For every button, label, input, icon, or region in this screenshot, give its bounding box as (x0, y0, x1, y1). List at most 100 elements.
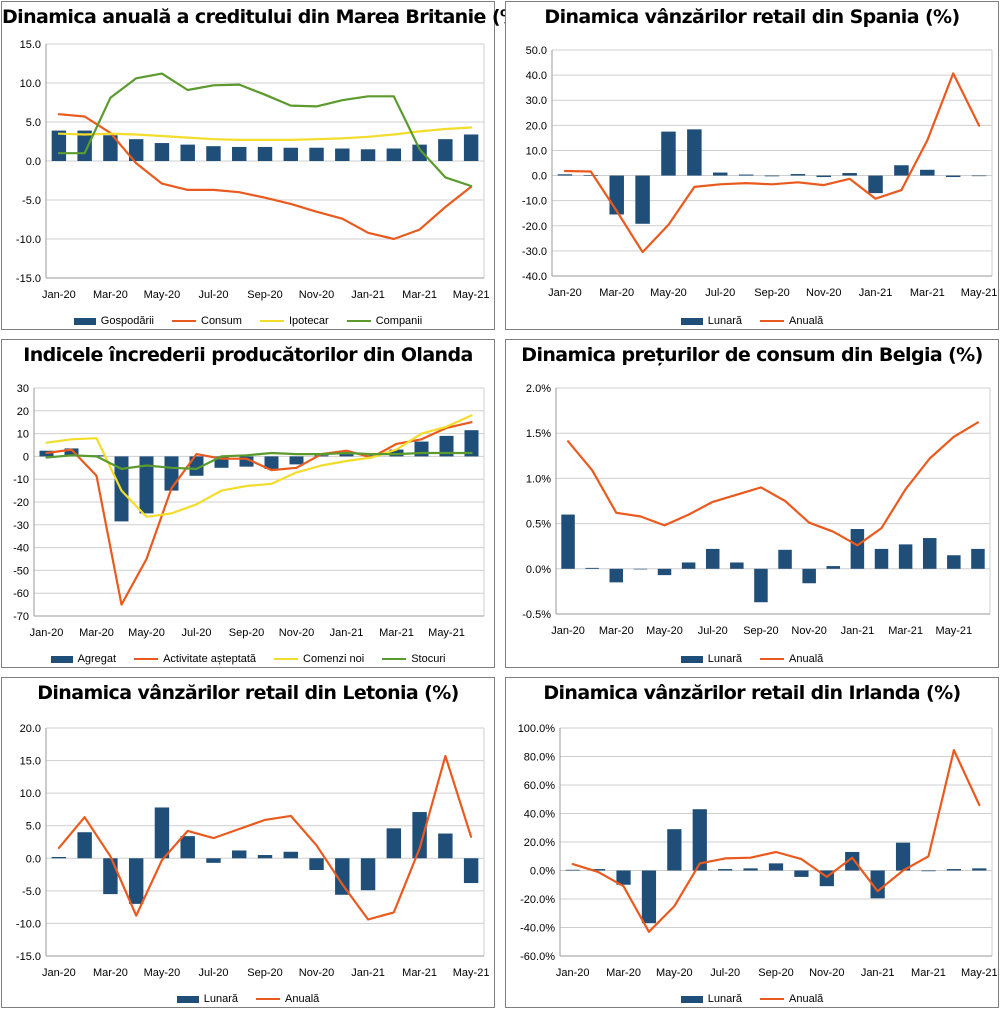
bar (360, 858, 376, 891)
x-tick-label: Mar-20 (606, 967, 641, 979)
legend-label: Anuală (285, 993, 320, 1005)
bar (609, 568, 624, 583)
bar (439, 435, 454, 457)
y-tick-label: 10.0 (20, 788, 41, 800)
x-tick-label: Jan-20 (551, 625, 585, 637)
bar (360, 149, 376, 161)
legend-bar-swatch (680, 655, 703, 663)
chart-plot: -15.0 -10.0 -5.0 0.0 5.0 10.0 15.0 20.0 Jan-20 Ma… (16, 723, 490, 979)
bar (283, 147, 298, 161)
bar (206, 146, 221, 161)
y-tick-label: 30 (17, 383, 29, 395)
y-tick-label: 0.0% (530, 866, 555, 878)
legend-bar-swatch (680, 317, 703, 325)
bar (971, 175, 987, 177)
x-tick-label: Jan-20 (548, 287, 582, 299)
bar (128, 139, 144, 161)
legend-bar-swatch (680, 995, 703, 1003)
x-tick-label: Jul-20 (705, 287, 735, 299)
legend-bar-swatch (176, 995, 199, 1003)
x-tick-label: Jan-20 (556, 967, 590, 979)
y-tick-label: -5.0 (22, 886, 41, 898)
bar (412, 144, 427, 161)
bar (64, 448, 79, 457)
y-tick-label: 5.0 (26, 117, 41, 129)
bar (154, 143, 170, 161)
bar (705, 548, 720, 569)
bar (583, 175, 599, 176)
bar (438, 833, 453, 859)
y-tick-label: 0.0% (526, 564, 551, 576)
y-tick-label: 30.0 (526, 95, 547, 107)
bar (868, 175, 883, 194)
x-tick-label: May-20 (144, 289, 181, 301)
bar (565, 869, 580, 871)
legend-line-swatch (256, 998, 280, 1000)
bar (754, 568, 768, 603)
y-tick-label: 100.0% (518, 723, 556, 735)
x-tick-label: Jan-21 (861, 967, 895, 979)
chart-legend: Lunară Anuală (2, 993, 494, 1005)
legend-item: Anuală (256, 993, 319, 1005)
legend-item: Consum (172, 315, 242, 327)
chart-legend: Lunară Anuală (506, 315, 998, 327)
x-tick-label: Sep-20 (247, 967, 282, 979)
x-tick-label: May-21 (961, 967, 998, 979)
y-tick-label: 0.0 (532, 171, 547, 183)
y-tick-label: 10 (17, 429, 29, 441)
x-tick-label: Mar-21 (911, 967, 946, 979)
chart-plot: -60.0% -40.0% -20.0% 0.0% 20.0% 40.0% 60.0% 80.… (518, 723, 998, 979)
bar (946, 869, 961, 871)
legend-line-swatch (382, 658, 407, 660)
x-tick-label: Mar-21 (888, 625, 923, 637)
legend-line-swatch (760, 658, 784, 660)
bar (103, 858, 118, 895)
bar (232, 146, 247, 161)
x-tick-label: Mar-20 (79, 627, 114, 639)
y-tick-label: 10.0 (526, 145, 547, 157)
y-tick-label: 1.0% (526, 473, 551, 485)
bar (657, 568, 672, 576)
x-tick-label: Jan-21 (859, 287, 893, 299)
y-tick-label: 1.5% (526, 428, 551, 440)
chart-plot: -40.0 -30.0 -20.0 -10.0 0.0 10.0 20.0 30.0 40.0 5… (522, 45, 997, 299)
legend-label: Anuală (789, 315, 824, 327)
y-tick-label: 0.0 (26, 853, 41, 865)
bar (585, 567, 599, 569)
legend-item: Comenzi noi (274, 653, 364, 665)
series-line (57, 113, 473, 241)
x-tick-label: Jan-20 (30, 627, 64, 639)
bar (386, 148, 402, 161)
x-tick-label: May-20 (128, 627, 165, 639)
chart-panel-spain-retail: Dinamica vânzărilor retail din Spania (%… (505, 1, 999, 330)
chart-legend: Lunară Anuală (506, 993, 998, 1005)
bar (232, 850, 247, 859)
chart-title: Dinamica prețurilor de consum din Belgia… (521, 344, 983, 366)
y-tick-label: -10.0 (16, 234, 41, 246)
y-tick-label: -70 (13, 611, 29, 623)
y-tick-label: -40 (13, 543, 29, 555)
bar (335, 148, 350, 161)
y-tick-label: 50.0 (526, 45, 547, 57)
series-line (57, 754, 473, 921)
bar (921, 870, 936, 872)
bar (768, 863, 784, 871)
bar (309, 858, 324, 871)
bar (920, 169, 935, 176)
bar (77, 832, 92, 859)
series-line (566, 421, 979, 547)
chart-plot: -0.5% 0.0% 0.5% 1.0% 1.5% 2.0% Jan-20 Mar-20 May… (522, 383, 991, 637)
chart-plot: -15.0 -10.0 -5.0 0.0 5.0 10.0 15.0 Jan-20 Mar-20… (16, 39, 490, 301)
y-tick-label: -50 (13, 565, 29, 577)
x-tick-label: Jul-20 (182, 627, 212, 639)
x-tick-label: Mar-20 (93, 289, 128, 301)
bar (51, 856, 67, 859)
bar (314, 455, 329, 457)
x-tick-label: Mar-20 (93, 967, 128, 979)
bar (972, 868, 987, 871)
bar (206, 858, 221, 863)
bar (826, 566, 841, 569)
bar (661, 131, 676, 176)
bar (790, 174, 806, 176)
y-tick-label: 20.0 (20, 723, 41, 735)
